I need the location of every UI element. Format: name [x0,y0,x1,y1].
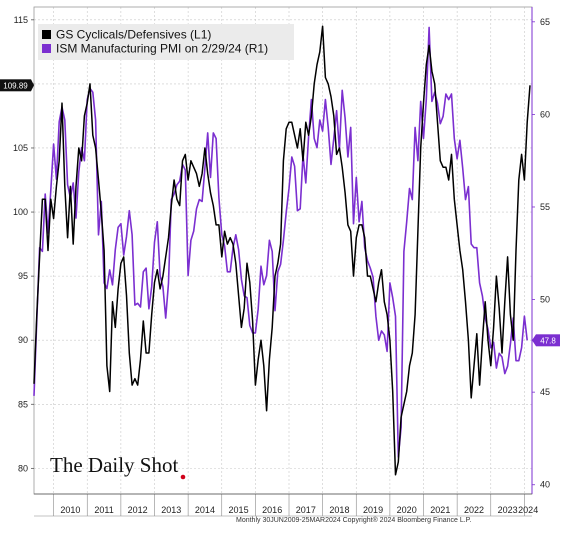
x-tick-label: 2021 [430,505,450,515]
watermark-dot [180,474,186,480]
legend-label-cyclicals: GS Cyclicals/Defensives (L1) [56,28,211,42]
gridlines [34,7,532,494]
right-tick-label: 50 [540,295,550,305]
x-tick-label: 2014 [195,505,215,515]
right-tick-label: 60 [540,109,550,119]
right-tick-label: 55 [540,202,550,212]
last-value-label-cyclicals: 109.89 [3,81,28,90]
x-tick-label: 2019 [363,505,383,515]
legend-swatch-cyclicals [42,30,51,39]
watermark-logo: The Daily Shot [50,453,178,477]
x-tick-label: 2013 [161,505,181,515]
x-tick-label: 2018 [329,505,349,515]
x-tick-label: 2011 [94,505,113,515]
right-tick-label: 40 [540,480,550,490]
x-tick-label: 2022 [464,505,484,515]
x-tick-label: 2016 [262,505,282,515]
x-tick-label: 2020 [397,505,417,515]
legend: GS Cyclicals/Defensives (L1) ISM Manufac… [38,24,294,60]
legend-box [38,24,294,60]
x-tick-label: 2017 [296,505,316,515]
right-tick-label: 65 [540,17,550,27]
series-line-ism [33,26,528,458]
left-tick-label: 80 [18,463,28,473]
x-tick-label: 2010 [60,505,80,515]
last-value-arrow-cyclicals [31,79,34,92]
last-value-label-ism: 47.8 [540,336,556,345]
last-value-box-ism [536,334,560,347]
legend-label-ism: ISM Manufacturing PMI on 2/29/24 (R1) [56,42,268,56]
series-line-cyclicals [33,25,531,476]
series-lines [33,25,531,476]
x-tick-label: 2015 [229,505,249,515]
last-value-arrow-ism [532,334,536,347]
x-tick-label: 2024 [518,505,538,515]
left-tick-label: 85 [18,399,28,409]
x-tick-label: 2012 [128,505,148,515]
x-tick-label: 2023 [498,505,518,515]
left-tick-label: 90 [18,335,28,345]
left-tick-label: 105 [13,143,28,153]
left-tick-label: 100 [13,207,28,217]
footer-copyright: Monthly 30JUN2009-25MAR2024 Copyright® 2… [236,516,471,524]
last-value-box-cyclicals [0,79,31,92]
legend-swatch-ism [42,44,51,53]
left-tick-label: 115 [14,15,28,25]
axes: 8085909510010511011540455055606520102011… [13,7,550,517]
last-value-markers: 109.89 47.8 [0,79,560,347]
left-tick-label: 95 [18,271,28,281]
right-tick-label: 45 [540,387,550,397]
